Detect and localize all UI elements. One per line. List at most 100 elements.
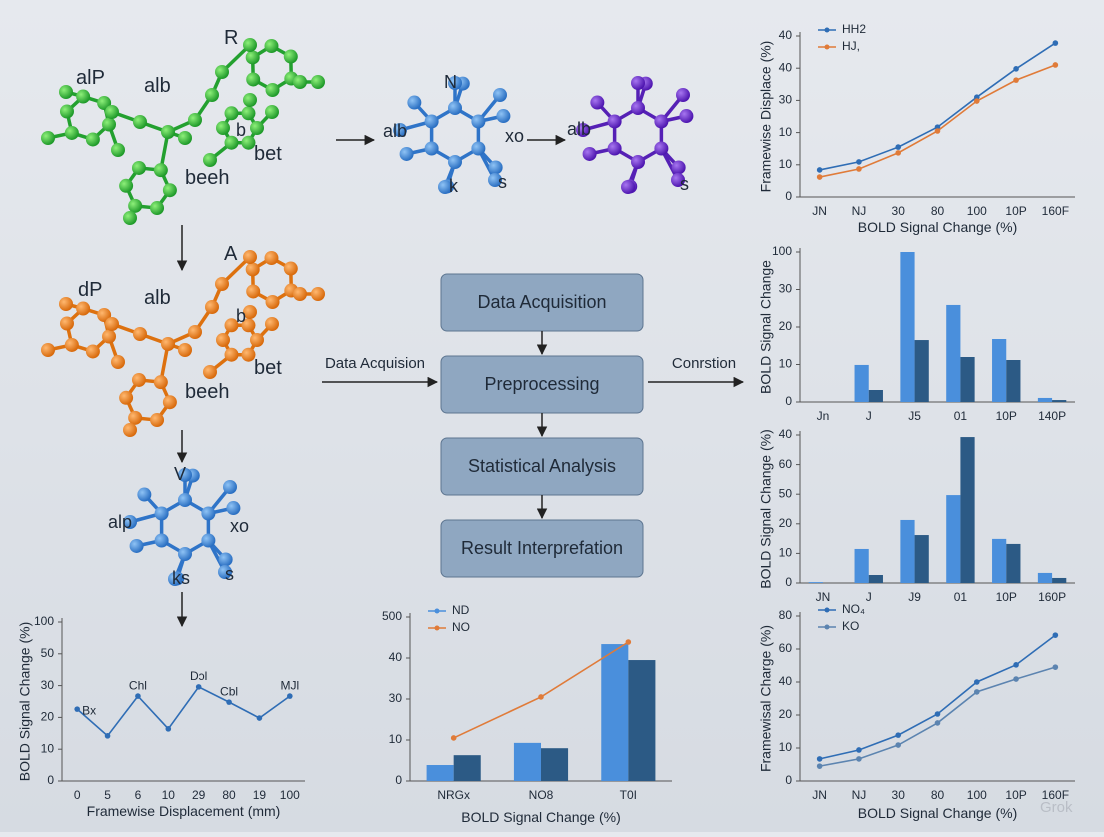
atom-label: alb <box>144 75 171 97</box>
atom <box>226 501 241 516</box>
line <box>819 42 1056 171</box>
x-tick-label: 30 <box>892 204 906 218</box>
atom <box>201 533 216 548</box>
atom-label: alp <box>108 512 132 532</box>
marker <box>934 124 941 130</box>
x-axis-label: BOLD Signal Change (%) <box>858 805 1018 821</box>
atom <box>488 173 502 187</box>
marker <box>1052 62 1059 68</box>
y-tick-label: 0 <box>47 773 54 787</box>
atom <box>283 261 298 276</box>
atom <box>223 480 237 494</box>
atom <box>224 347 239 362</box>
atom <box>293 287 307 301</box>
atom <box>265 317 279 331</box>
input-label: Data Acquision <box>325 355 425 372</box>
atom <box>128 198 143 213</box>
atom-label: alb <box>383 121 407 141</box>
legend-marker <box>824 44 830 50</box>
point-label: Cbl <box>220 684 238 698</box>
marker <box>934 720 941 726</box>
bar <box>601 644 629 781</box>
y-tick-label: 10 <box>779 357 793 371</box>
x-tick-label: J <box>866 590 872 604</box>
atom <box>245 50 260 65</box>
atom <box>178 131 192 145</box>
marker <box>195 684 202 690</box>
atom <box>576 123 590 137</box>
y-tick-label: 40 <box>389 650 403 664</box>
atom-label: alb <box>144 287 171 309</box>
y-tick-label: 50 <box>779 486 793 500</box>
atom-label: V <box>174 464 186 484</box>
atom <box>424 141 439 156</box>
point-label: Dɔl <box>190 669 207 683</box>
atom <box>243 250 257 264</box>
atom <box>105 105 119 119</box>
point-label: Chl <box>129 678 147 692</box>
atom <box>246 284 261 299</box>
atom-label: k <box>449 176 459 196</box>
atom <box>393 123 407 137</box>
marker <box>895 150 902 156</box>
x-tick-label: NRGx <box>437 788 470 802</box>
atom <box>265 294 280 309</box>
atom <box>162 183 177 198</box>
atom <box>201 506 216 521</box>
atom-label: bet <box>254 143 282 165</box>
atom <box>215 65 229 79</box>
x-tick-label: 100 <box>967 204 987 218</box>
atom-label: xo <box>505 126 524 146</box>
x-tick-label: NJ <box>852 204 867 218</box>
marker <box>1013 662 1019 668</box>
atom <box>123 211 137 225</box>
atom <box>293 75 307 89</box>
atom <box>154 506 169 521</box>
atom <box>243 93 257 107</box>
bar <box>513 742 541 781</box>
line <box>76 685 291 738</box>
atom <box>161 337 175 351</box>
x-tick-label: J9 <box>908 590 921 604</box>
atom <box>264 39 279 54</box>
marker <box>287 693 293 699</box>
bar <box>854 364 869 402</box>
y-axis-label: Framewise Displace (%) <box>758 41 774 193</box>
atom <box>59 316 74 331</box>
bar <box>1037 572 1053 583</box>
y-tick-label: 20 <box>779 319 793 333</box>
atom <box>424 114 439 129</box>
x-tick-label: Jn <box>817 409 830 423</box>
y-axis-label: Framewisal Charge (%) <box>758 625 774 772</box>
x-tick-label: NJ <box>852 788 867 802</box>
atom <box>216 121 230 135</box>
x-tick-label: 160F <box>1042 204 1069 218</box>
atom <box>283 49 298 64</box>
atom <box>241 347 256 362</box>
marker <box>165 726 172 732</box>
molecules <box>41 38 694 586</box>
marker <box>895 742 902 748</box>
x-tick-label: 01 <box>954 590 968 604</box>
atom <box>203 365 217 379</box>
bar <box>1006 543 1021 583</box>
y-tick-label: 30 <box>41 678 55 692</box>
molecule-labels: alP alb R b bet beeh dP alb A b bet beeh… <box>76 27 689 588</box>
bar <box>1006 360 1021 402</box>
flowchart: Data Acquisition Preprocessing Statistic… <box>322 273 745 578</box>
atom <box>676 88 690 102</box>
atom <box>471 114 486 129</box>
atom <box>265 82 280 97</box>
bar <box>992 538 1007 583</box>
bar <box>808 582 823 583</box>
y-tick-label: 40 <box>779 60 793 74</box>
bar <box>453 755 481 781</box>
atom <box>102 329 117 344</box>
atom <box>245 262 260 277</box>
bar <box>628 660 656 781</box>
atom-label: N <box>444 72 457 92</box>
atom <box>399 146 414 161</box>
x-tick-label: 01 <box>954 409 968 423</box>
y-tick-label: 10 <box>779 125 793 139</box>
atom-label: b <box>236 120 246 140</box>
